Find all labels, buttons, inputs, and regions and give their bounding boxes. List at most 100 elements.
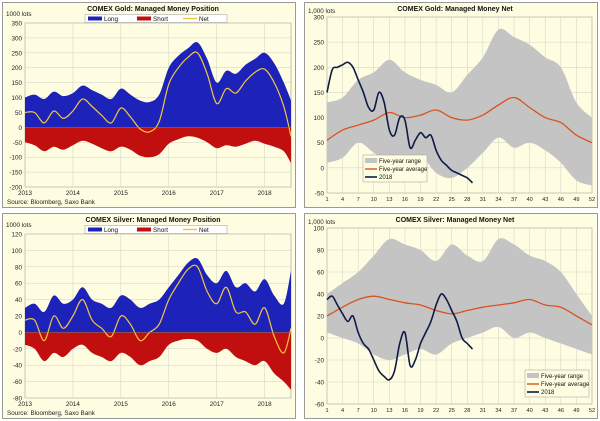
y-tick-label: -20 <box>315 358 325 365</box>
net-line <box>24 51 292 137</box>
y-tick-label: 80 <box>15 264 23 271</box>
x-tick-label: 40 <box>527 197 533 203</box>
legend-label: Net <box>199 227 209 234</box>
y-tick-label: 150 <box>11 80 22 87</box>
x-tick-label: 19 <box>417 408 423 414</box>
x-tick-label: 43 <box>542 197 548 203</box>
y-tick-label: 250 <box>313 40 324 47</box>
legend-label: 2018 <box>541 390 555 396</box>
short-area <box>25 332 291 390</box>
source-note: Source: Bloomberg, Saxo Bank <box>7 410 96 417</box>
x-tick-label: 7 <box>357 408 360 414</box>
source-note: Source: Bloomberg, Saxo Bank <box>7 199 96 206</box>
x-tick-label: 2015 <box>114 401 129 408</box>
y-tick-label: -100 <box>9 155 22 162</box>
y-tick-label: 100 <box>11 95 22 102</box>
chart-title: COMEX Silver: Managed Money Position <box>86 217 221 224</box>
x-tick-label: 31 <box>480 408 486 414</box>
legend-box <box>84 225 228 234</box>
x-tick-label: 10 <box>371 408 377 414</box>
y-tick-label: 300 <box>11 35 22 42</box>
x-tick-label: 28 <box>464 197 470 203</box>
x-tick-label: 22 <box>433 197 439 203</box>
x-tick-label: 46 <box>558 408 564 414</box>
silver-position-chart: -80 -60 -40 -20 0 20 40 60 80 100 120 2013 2014 2015 2… <box>6 217 292 417</box>
gold-net-chart: -50 0 50 100 150 200 250 300 1 4 7 10 13 16 19 22 25 28 31… <box>308 6 595 203</box>
x-tick-label: 16 <box>402 408 408 414</box>
y-tick-label: 350 <box>11 21 22 28</box>
y-tick-label: 150 <box>313 90 324 97</box>
y-tick-label: -20 <box>13 346 23 353</box>
x-tick-label: 13 <box>386 197 392 203</box>
gold-net-panel: -50 0 50 100 150 200 250 300 1 4 7 10 13 16 19 22 25 28 31… <box>304 2 598 208</box>
y-tick-label: -60 <box>13 379 23 386</box>
x-tick-label: 49 <box>573 197 579 203</box>
x-tick-label: 43 <box>542 408 548 414</box>
line-2018 <box>326 61 474 184</box>
y-tick-label: -200 <box>9 185 22 192</box>
y-tick-label: 80 <box>317 248 325 255</box>
y-tick-label: 200 <box>11 65 22 72</box>
long-area <box>25 257 291 333</box>
legend-swatch-long <box>88 16 102 21</box>
y-tick-label: 50 <box>15 110 23 117</box>
legend-box <box>84 14 228 23</box>
legend-label: Five-year average <box>541 382 590 388</box>
x-tick-label: 52 <box>589 197 595 203</box>
legend-swatch-range <box>365 158 377 163</box>
x-tick-label: 2016 <box>162 401 177 408</box>
x-tick-label: 46 <box>558 197 564 203</box>
x-tick-label: 2015 <box>114 190 129 197</box>
unit-label: 1,000 lots <box>308 8 335 15</box>
x-tick-label: 2016 <box>162 190 177 197</box>
y-tick-label: -50 <box>315 191 325 198</box>
x-tick-label: 2018 <box>258 190 273 197</box>
chart-title: COMEX Gold: Managed Money Position <box>87 6 219 13</box>
x-tick-label: 25 <box>449 408 455 414</box>
y-tick-label: -40 <box>13 363 23 370</box>
y-tick-label: 0 <box>320 336 324 343</box>
x-tick-label: 25 <box>449 197 455 203</box>
x-tick-label: 40 <box>527 408 533 414</box>
legend-label: Five-year range <box>541 374 584 380</box>
legend-label: Short <box>153 227 168 234</box>
five-year-average-line <box>326 295 593 326</box>
y-tick-label: 120 <box>11 232 22 239</box>
y-tick-label: 250 <box>11 50 22 57</box>
y-tick-label: -80 <box>13 396 23 403</box>
legend-label: Net <box>199 16 209 23</box>
x-tick-label: 1 <box>325 408 328 414</box>
x-tick-label: 2013 <box>18 190 33 197</box>
legend-label: Five-year range <box>379 159 422 165</box>
y-tick-label: 300 <box>313 15 324 22</box>
gold-position-chart: -200 -150 -100 -50 0 50 100 150 200 250 300 350 2013… <box>6 6 292 206</box>
unit-label: 1000 lots <box>6 222 32 229</box>
net-line <box>24 264 292 354</box>
y-tick-label: -60 <box>315 402 325 409</box>
five-year-average-line <box>326 96 593 144</box>
x-tick-label: 19 <box>417 197 423 203</box>
y-tick-label: 0 <box>18 125 22 132</box>
legend-swatch-short <box>137 227 151 232</box>
y-tick-label: 20 <box>317 314 325 321</box>
y-tick-label: -150 <box>9 170 22 177</box>
five-year-range-band <box>327 28 592 186</box>
y-tick-label: -50 <box>13 140 23 147</box>
chart-title: COMEX Gold: Managed Money Net <box>397 6 513 13</box>
y-tick-label: 40 <box>15 297 23 304</box>
y-tick-label: 60 <box>15 281 23 288</box>
x-tick-label: 22 <box>433 408 439 414</box>
unit-label: 1000 lots <box>6 11 32 18</box>
legend-swatch-range <box>527 373 539 378</box>
x-tick-label: 2013 <box>18 401 33 408</box>
x-tick-label: 4 <box>341 197 344 203</box>
chart-title: COMEX Silver: Managed Money Net <box>396 217 515 224</box>
legend-swatch-long <box>88 227 102 232</box>
x-tick-label: 1 <box>325 197 328 203</box>
x-tick-label: 2017 <box>210 401 225 408</box>
x-tick-label: 34 <box>495 408 501 414</box>
x-tick-label: 31 <box>480 197 486 203</box>
x-tick-label: 2014 <box>66 190 81 197</box>
y-tick-label: 100 <box>313 226 324 233</box>
short-area <box>25 127 291 164</box>
